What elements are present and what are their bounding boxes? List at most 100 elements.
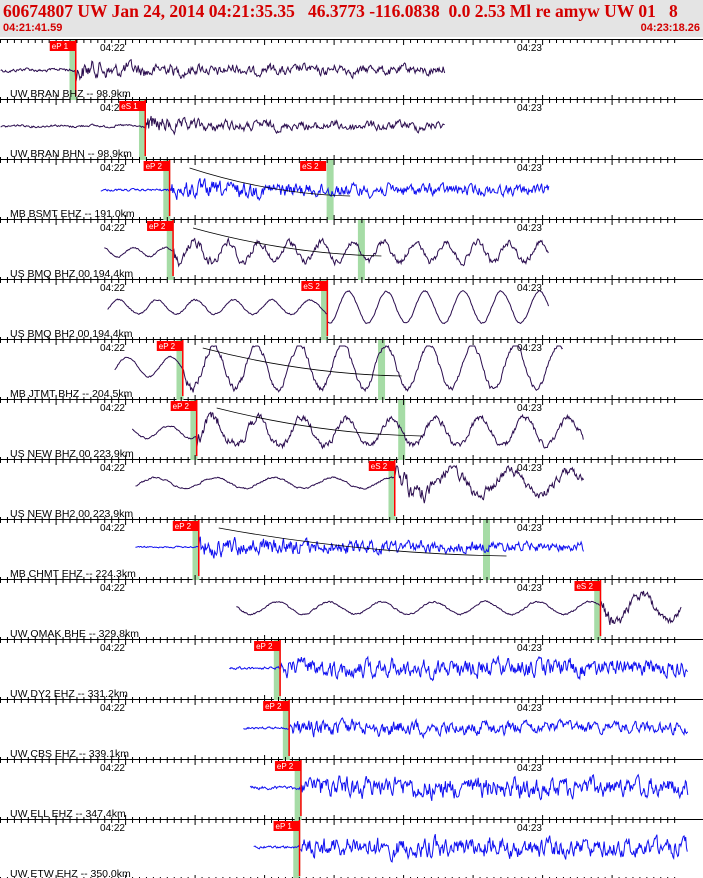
phase-window [388, 460, 396, 520]
pick-label: eP 2 [149, 222, 166, 231]
phase-window [282, 700, 290, 760]
pick-box [147, 221, 174, 231]
station-label: US BMQ BH2 00 194.4km [10, 328, 133, 340]
minute-label: 04:22 [100, 583, 125, 594]
waveform [253, 833, 688, 863]
pick-box [254, 641, 281, 651]
waveform [135, 464, 584, 504]
pick-box [301, 281, 328, 291]
phase-window [326, 160, 334, 220]
minute-label: 04:22 [100, 163, 125, 174]
minute-label: 04:22 [100, 823, 125, 834]
waveform [135, 536, 584, 559]
waveform [131, 411, 584, 450]
pick-label: eS 1 [121, 102, 138, 111]
minute-label: 04:22 [100, 283, 125, 294]
pick-box [263, 701, 290, 711]
seismogram-plot: 04:22 04:23 eP 1 UW BRAN BHZ -- 98.9km 04:22… [0, 39, 703, 878]
minute-label: 04:23 [517, 283, 542, 294]
minute-label: 04:22 [100, 343, 125, 354]
phase-window [378, 340, 386, 400]
pick-box [49, 41, 76, 51]
pick-box [300, 161, 327, 171]
minute-label: 04:22 [100, 223, 125, 234]
pick-label: eP 1 [276, 822, 293, 831]
minute-label: 04:23 [517, 163, 542, 174]
minute-label: 04:23 [517, 343, 542, 354]
window-end-time: 04:23:18.26 [640, 22, 700, 34]
window-start-time: 04:21:41.59 [3, 22, 63, 34]
waveform [100, 178, 550, 202]
minute-label: 04:23 [517, 823, 542, 834]
pick-label: eS 2 [303, 282, 320, 291]
station-label: UW OMAK BHE -- 329.8km [10, 628, 139, 640]
pick-label: eS 2 [576, 582, 593, 591]
minute-label: 04:23 [517, 463, 542, 474]
minute-label: 04:22 [100, 523, 125, 534]
pick-label: eS 2 [371, 462, 388, 471]
waveform [107, 290, 549, 325]
phase-window [190, 400, 198, 460]
station-label: UW DY2 EHZ -- 331.2km [10, 688, 128, 700]
minute-label: 04:22 [100, 103, 125, 114]
pick-box [170, 401, 197, 411]
pick-label: eP 2 [265, 702, 282, 711]
minute-label: 04:23 [517, 583, 542, 594]
travel-time-curve [216, 407, 422, 437]
event-header: 60674807 UW Jan 24, 2014 04:21:35.35 46.… [0, 0, 703, 37]
phase-window [69, 40, 77, 100]
phase-window [176, 340, 184, 400]
minute-label: 04:22 [100, 763, 125, 774]
phase-window [357, 220, 365, 280]
minute-label: 04:23 [517, 763, 542, 774]
waveform [249, 773, 689, 802]
phase-window [192, 520, 200, 580]
minute-label: 04:22 [100, 643, 125, 654]
waveform [0, 58, 446, 83]
waveform [236, 590, 682, 625]
minute-label: 04:23 [517, 223, 542, 234]
minute-label: 04:22 [100, 43, 125, 54]
pick-label: eP 2 [173, 402, 190, 411]
station-label: US BMQ BHZ 00 194.4km [10, 268, 133, 280]
station-label: MB JTMT BHZ -- 204.5km [10, 388, 133, 400]
phase-window [321, 280, 329, 340]
pick-box [574, 581, 601, 591]
waveform [243, 717, 689, 740]
phase-window [273, 640, 281, 700]
event-title: 60674807 UW Jan 24, 2014 04:21:35.35 46.… [3, 1, 678, 21]
travel-time-curve [189, 167, 351, 197]
pick-box [143, 161, 170, 171]
pick-box [172, 521, 199, 531]
phase-window [293, 820, 301, 878]
pick-box [368, 461, 395, 471]
waveform [104, 236, 549, 268]
waveform [229, 654, 689, 682]
station-label: US NEW BH2 00 223.9km [10, 508, 133, 520]
minute-label: 04:23 [517, 403, 542, 414]
phase-window [594, 580, 602, 640]
station-label: MB CHMT EHZ -- 224.3km [10, 568, 136, 580]
minute-label: 04:22 [100, 463, 125, 474]
travel-time-curve [192, 227, 382, 257]
station-label: UW ETW EHZ -- 350.0km [10, 868, 131, 878]
phase-window [138, 100, 146, 160]
station-label: US NEW BHZ 00 223.9km [10, 448, 134, 460]
minute-label: 04:22 [100, 403, 125, 414]
station-label: UW ELL EHZ -- 347.4km [10, 808, 126, 820]
station-label: UW CBS EHZ -- 339.1km [10, 748, 129, 760]
pick-label: eP 1 [52, 42, 69, 51]
station-label: UW BRAN BHN -- 98.9km [10, 148, 132, 160]
minute-label: 04:23 [517, 703, 542, 714]
pick-box [274, 761, 301, 771]
minute-label: 04:23 [517, 523, 542, 534]
phase-window [294, 760, 302, 820]
pick-label: eP 2 [277, 762, 294, 771]
station-label: MB BSMT EHZ -- 191.0km [10, 208, 135, 220]
minute-label: 04:23 [517, 643, 542, 654]
minute-label: 04:23 [517, 103, 542, 114]
pick-label: eP 2 [146, 162, 163, 171]
travel-time-curve [202, 347, 402, 377]
pick-box [156, 341, 183, 351]
pick-box [119, 101, 146, 111]
